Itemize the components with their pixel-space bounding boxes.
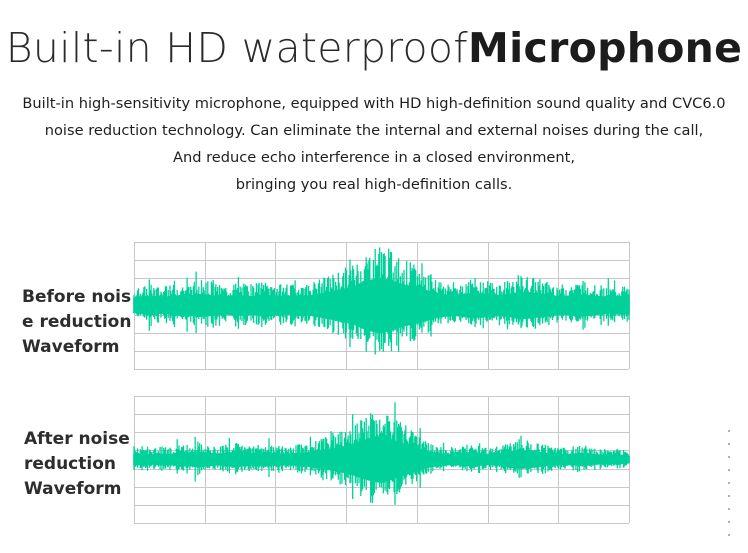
- before-waveform-panel: [133, 242, 630, 370]
- waveform-core: [133, 436, 630, 483]
- after-waveform-panel: [133, 396, 630, 524]
- description: Built-in high-sensitivity microphone, eq…: [0, 90, 748, 198]
- description-line: bringing you real high-definition calls.: [235, 176, 513, 193]
- label-line: After noise: [24, 429, 130, 449]
- description-line: noise reduction technology. Can eliminat…: [44, 122, 704, 139]
- label-line: reduction: [24, 454, 116, 474]
- waveform-core: [133, 277, 630, 334]
- label-line: Waveform: [24, 479, 122, 499]
- label-line: Before nois: [22, 287, 132, 307]
- description-line: Built-in high-sensitivity microphone, eq…: [22, 95, 726, 112]
- page-title: Built-in HD waterproofMicrophone: [0, 22, 748, 74]
- after-waveform-label: After noise reduction Waveform: [24, 427, 130, 502]
- label-line: e reduction: [22, 312, 132, 332]
- description-line: And reduce echo interference in a closed…: [172, 149, 576, 166]
- decorative-dots: [727, 430, 731, 540]
- before-waveform-label: Before nois e reduction Waveform: [22, 285, 131, 360]
- title-light-part: Built-in HD waterproof: [5, 24, 469, 72]
- title-bold-part: Microphone: [468, 24, 743, 72]
- label-line: Waveform: [22, 337, 120, 357]
